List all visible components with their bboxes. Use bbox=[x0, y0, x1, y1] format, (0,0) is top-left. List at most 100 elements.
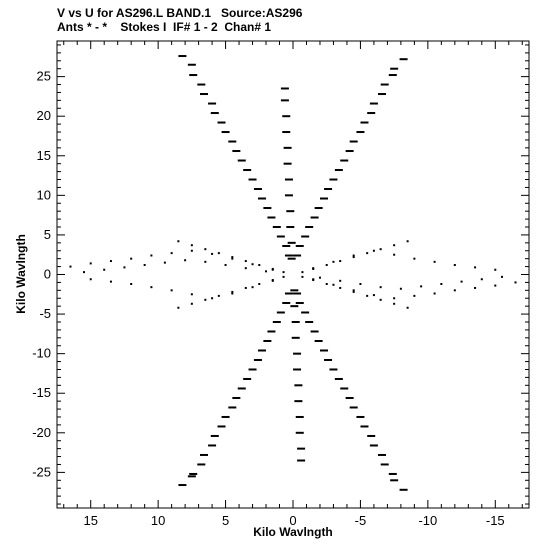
uv-point bbox=[349, 406, 358, 409]
uv-point bbox=[280, 99, 289, 102]
y-tick-label: -10 bbox=[32, 346, 51, 361]
uv-point bbox=[232, 150, 241, 153]
uv-point bbox=[243, 377, 252, 380]
uv-point bbox=[360, 425, 369, 428]
uv-point bbox=[231, 290, 234, 293]
uv-point bbox=[359, 282, 362, 285]
uv-point bbox=[217, 121, 226, 124]
uv-point bbox=[494, 268, 497, 271]
uv-point bbox=[177, 306, 180, 309]
uv-point bbox=[163, 261, 166, 264]
uv-point bbox=[380, 83, 389, 86]
uv-point bbox=[345, 396, 354, 399]
uv-point bbox=[453, 289, 456, 292]
uv-point bbox=[314, 339, 323, 342]
uv-point bbox=[379, 286, 382, 289]
uv-point bbox=[251, 286, 254, 289]
uv-point bbox=[244, 267, 247, 270]
uv-point bbox=[514, 281, 517, 284]
chart-subtitle: Ants * - * Stokes I IF# 1 - 2 Chan# 1 bbox=[57, 20, 272, 34]
uv-point bbox=[501, 275, 504, 278]
uv-point bbox=[190, 302, 193, 305]
uv-point bbox=[332, 283, 335, 286]
uv-point bbox=[305, 320, 314, 323]
uv-point bbox=[324, 358, 333, 361]
uv-point bbox=[243, 169, 252, 172]
uv-point bbox=[211, 297, 214, 300]
uv-point bbox=[366, 252, 369, 255]
uv-point bbox=[369, 444, 378, 447]
uv-point bbox=[189, 472, 198, 475]
uv-point bbox=[390, 67, 399, 70]
uv-point bbox=[232, 396, 241, 399]
uv-point bbox=[460, 280, 463, 283]
uv-point bbox=[276, 311, 285, 314]
uv-point bbox=[320, 349, 329, 352]
uv-point bbox=[82, 271, 85, 274]
uv-point bbox=[295, 431, 304, 434]
uv-point bbox=[399, 287, 402, 290]
x-tick-label: -10 bbox=[418, 513, 437, 528]
uv-point bbox=[282, 245, 291, 248]
uv-point bbox=[272, 320, 281, 323]
uv-point bbox=[301, 235, 310, 238]
y-tick-label: 0 bbox=[44, 267, 51, 282]
uv-point bbox=[187, 63, 196, 66]
uv-point bbox=[356, 131, 365, 134]
uv-point bbox=[406, 240, 409, 243]
uv-point bbox=[199, 453, 208, 456]
uv-point bbox=[339, 286, 342, 289]
x-axis-label: Kilo Wavlngth bbox=[253, 525, 333, 539]
uv-point bbox=[369, 102, 378, 105]
chart-title: V vs U for AS296.L BAND.1 Source:AS296 bbox=[57, 6, 303, 20]
uv-point bbox=[480, 278, 483, 281]
uv-point bbox=[283, 146, 292, 149]
x-tick-label: 15 bbox=[83, 513, 97, 528]
uv-point bbox=[379, 248, 382, 251]
uv-point bbox=[204, 260, 207, 263]
uv-point bbox=[217, 252, 220, 255]
uv-point bbox=[325, 282, 328, 285]
uv-point bbox=[284, 194, 293, 197]
uv-point bbox=[295, 245, 304, 248]
uv-point bbox=[295, 415, 304, 418]
uv-point bbox=[282, 271, 285, 274]
uv-point bbox=[248, 368, 257, 371]
uv-point bbox=[271, 279, 274, 282]
uv-point bbox=[420, 285, 423, 288]
uv-point bbox=[263, 339, 272, 342]
uv-point bbox=[231, 292, 234, 295]
uv-point bbox=[248, 178, 257, 181]
uv-point bbox=[286, 210, 295, 213]
uv-point bbox=[413, 294, 416, 297]
uv-point bbox=[399, 58, 408, 61]
uv-point bbox=[293, 254, 302, 257]
uv-point bbox=[103, 268, 106, 271]
uv-point bbox=[286, 226, 295, 229]
uv-point bbox=[291, 336, 300, 339]
x-tick-label: -5 bbox=[355, 513, 367, 528]
uv-point bbox=[297, 447, 306, 450]
uv-point bbox=[199, 93, 208, 96]
uv-point bbox=[282, 301, 291, 304]
uv-point bbox=[237, 387, 246, 390]
uv-point bbox=[89, 262, 92, 265]
uv-point bbox=[339, 279, 342, 282]
uv-point bbox=[150, 254, 153, 257]
uv-point bbox=[221, 415, 230, 418]
uv-point bbox=[352, 290, 355, 293]
uv-point bbox=[393, 244, 396, 247]
uv-point bbox=[334, 169, 343, 172]
uv-point bbox=[297, 459, 306, 462]
uv-point bbox=[393, 297, 396, 300]
plot-frame bbox=[56, 40, 530, 509]
uv-point bbox=[301, 271, 304, 274]
uv-point bbox=[109, 280, 112, 283]
uv-point bbox=[187, 475, 196, 478]
uv-point bbox=[340, 387, 349, 390]
y-tick-label: -5 bbox=[39, 306, 51, 321]
uv-point bbox=[170, 252, 173, 255]
uv-point bbox=[210, 434, 219, 437]
x-tick-label: -15 bbox=[486, 513, 505, 528]
